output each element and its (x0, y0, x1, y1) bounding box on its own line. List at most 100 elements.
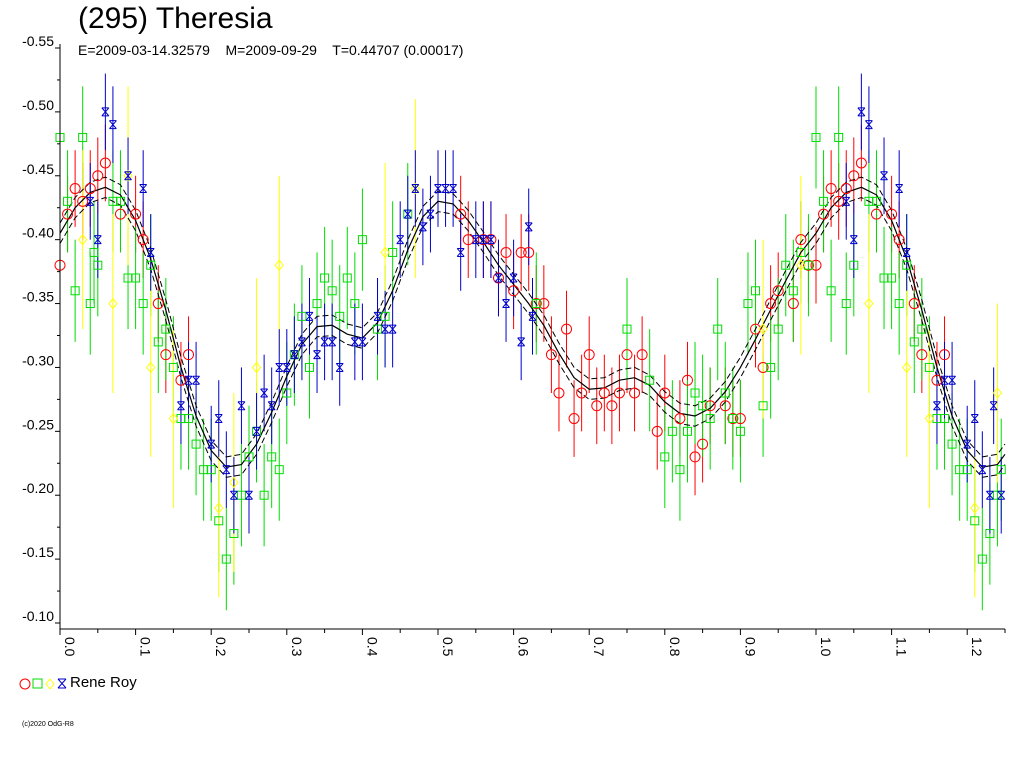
data-point-green-68 (811, 132, 821, 142)
data-point-green-32 (297, 311, 307, 321)
legend-label: Rene Roy (70, 674, 137, 691)
data-point-blue-61 (963, 439, 972, 449)
data-point-green-72 (841, 299, 851, 309)
data-point-red-10 (152, 298, 164, 310)
period-label: T=0.44707 (0.00017) (332, 42, 464, 58)
x-tick-label-4: 0.4 (364, 637, 380, 657)
data-point-red-2 (69, 183, 81, 195)
data-point-blue-10 (207, 439, 216, 449)
data-point-blue-34 (403, 209, 412, 219)
data-point-red-68 (939, 349, 951, 361)
data-point-yellow-9 (380, 246, 390, 259)
data-point-blue-36 (419, 222, 427, 232)
y-tick-label-5: -0.30 (22, 352, 54, 368)
x-tick-label-1: 0.1 (138, 637, 154, 657)
data-point-red-43 (697, 438, 709, 450)
data-point-red-32 (598, 387, 610, 399)
data-point-green-73 (849, 260, 859, 270)
data-point-red-49 (757, 361, 769, 373)
data-point-blue-26 (328, 337, 337, 347)
data-point-blue-2 (101, 107, 110, 117)
data-point-red-25 (545, 349, 557, 361)
data-point-blue-1 (93, 235, 102, 245)
data-point-yellow-14 (902, 361, 912, 374)
data-point-green-90 (985, 529, 995, 539)
data-point-red-55 (810, 259, 822, 271)
data-point-green-6 (93, 260, 103, 270)
data-point-red-39 (659, 387, 671, 399)
data-point-blue-8 (184, 375, 193, 385)
data-point-green-70 (826, 286, 836, 296)
fit-curve (59, 186, 1006, 468)
data-point-blue-63 (978, 465, 987, 475)
data-point-green-78 (894, 299, 904, 309)
data-point-red-27 (561, 323, 573, 335)
legend-yellow-diamond-icon (45, 678, 55, 690)
data-point-red-16 (477, 234, 489, 246)
data-point-red-14 (455, 208, 467, 220)
data-point-red-21 (515, 246, 527, 258)
data-point-red-8 (130, 208, 142, 220)
data-point-green-36 (327, 286, 337, 296)
axes: -0.55 -0.50 -0.45 -0.40 -0.35 -0.30 -0.25 -0.20… (22, 33, 1006, 657)
data-point-yellow-11 (758, 323, 768, 335)
chart-title: (295) Theresia (78, 2, 273, 35)
data-point-red-56 (818, 208, 830, 220)
data-point-blue-5 (139, 184, 148, 194)
data-point-green-56 (720, 388, 730, 398)
epoch-label: E=2009-03-14.32579 (78, 42, 210, 58)
y-tick-label-2: -0.45 (22, 161, 54, 177)
data-point-blue-24 (313, 350, 321, 360)
data-point-red-50 (765, 298, 777, 310)
data-point-green-85 (947, 439, 957, 449)
data-point-green-81 (917, 324, 927, 334)
data-point-green-49 (667, 426, 677, 436)
legend-red-circle-icon (19, 678, 31, 690)
data-point-yellow-13 (864, 297, 874, 310)
data-point-green-12 (146, 260, 156, 270)
data-point-yellow-5 (214, 502, 224, 514)
data-point-green-48 (660, 452, 670, 462)
data-point-red-63 (886, 208, 898, 220)
data-point-blue-65 (989, 401, 998, 411)
data-point-red-48 (750, 323, 762, 335)
data-point-blue-66 (997, 490, 1006, 500)
data-point-green-47 (645, 375, 655, 385)
data-point-blue-14 (237, 401, 246, 411)
data-point-green-61 (758, 401, 768, 411)
data-point-red-66 (916, 349, 928, 361)
data-point-red-58 (833, 195, 845, 207)
data-point-yellow-16 (970, 502, 980, 514)
data-point-green-5 (89, 247, 99, 257)
data-point-red-51 (772, 285, 784, 297)
data-point-red-31 (591, 400, 603, 412)
data-point-blue-33 (396, 235, 405, 245)
data-point-blue-32 (388, 324, 397, 334)
data-point-red-29 (576, 387, 588, 399)
data-point-red-12 (175, 374, 187, 386)
data-point-red-40 (674, 413, 686, 425)
data-point-red-4 (84, 183, 96, 195)
data-point-blue-59 (940, 375, 949, 385)
data-point-yellow-7 (251, 361, 262, 374)
data-point-red-60 (848, 170, 860, 182)
y-tick-label-1: -0.50 (22, 97, 54, 113)
data-point-yellow-4 (168, 412, 179, 425)
data-point-blue-31 (381, 324, 389, 334)
data-point-green-34 (312, 299, 322, 309)
y-tick-label-3: -0.40 (22, 225, 54, 241)
data-point-green-10 (131, 273, 141, 283)
data-point-green-58 (735, 426, 745, 436)
data-point-blue-43 (479, 235, 488, 245)
data-point-blue-13 (230, 490, 238, 500)
error-bars (59, 73, 1002, 611)
data-point-red-47 (734, 413, 746, 425)
data-point-blue-52 (849, 235, 858, 245)
data-point-green-15 (168, 362, 178, 372)
data-markers (54, 107, 1006, 564)
data-point-red-17 (485, 234, 497, 246)
x-tick-label-6: 0.6 (516, 637, 532, 657)
data-point-green-66 (796, 247, 806, 257)
data-point-green-20 (206, 465, 216, 475)
data-point-green-3 (78, 132, 88, 142)
